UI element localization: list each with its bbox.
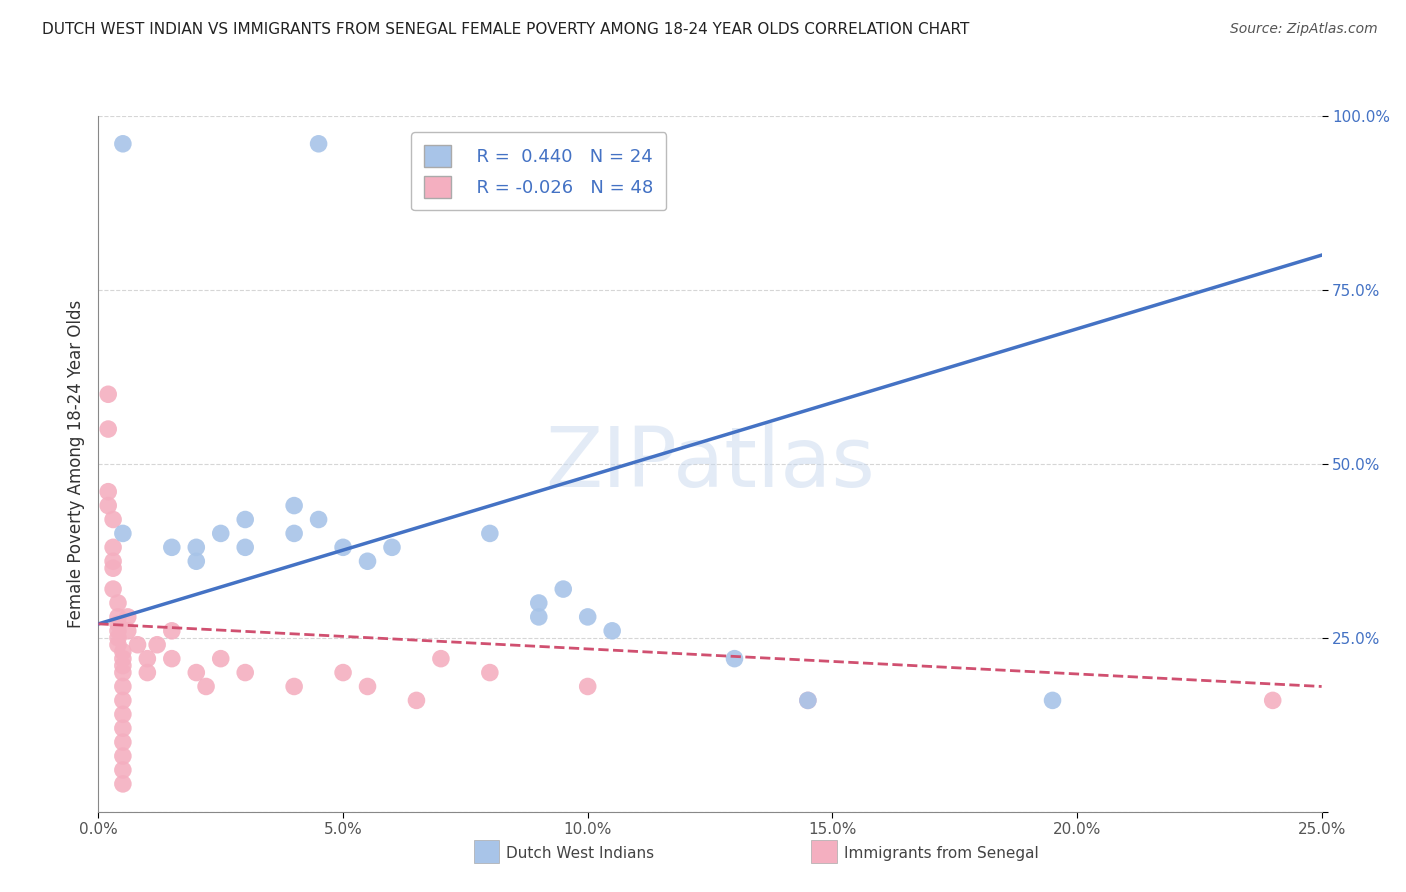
Point xyxy=(97,499,120,513)
Point xyxy=(430,651,453,665)
Point xyxy=(478,665,501,680)
Point xyxy=(283,680,305,694)
Point xyxy=(111,707,134,722)
Point xyxy=(576,680,599,694)
Point xyxy=(107,631,129,645)
Point xyxy=(107,596,129,610)
Point xyxy=(127,638,149,652)
Point xyxy=(160,541,183,555)
Point xyxy=(111,680,134,694)
Point xyxy=(117,610,139,624)
Point xyxy=(111,526,134,541)
Point xyxy=(186,554,208,568)
Point xyxy=(111,749,134,764)
Text: ZIPatlas: ZIPatlas xyxy=(546,424,875,504)
Point xyxy=(356,554,378,568)
Point xyxy=(101,561,124,575)
Point xyxy=(797,693,820,707)
Point xyxy=(97,422,120,436)
Point xyxy=(527,596,550,610)
Point xyxy=(527,610,550,624)
Text: DUTCH WEST INDIAN VS IMMIGRANTS FROM SENEGAL FEMALE POVERTY AMONG 18-24 YEAR OLD: DUTCH WEST INDIAN VS IMMIGRANTS FROM SEN… xyxy=(42,22,970,37)
Point xyxy=(136,651,159,665)
Point xyxy=(101,582,124,596)
Point xyxy=(186,541,208,555)
Point xyxy=(332,665,354,680)
Point xyxy=(195,680,218,694)
Point xyxy=(111,763,134,777)
Legend:   R =  0.440   N = 24,   R = -0.026   N = 48: R = 0.440 N = 24, R = -0.026 N = 48 xyxy=(411,132,666,211)
Text: Immigrants from Senegal: Immigrants from Senegal xyxy=(844,847,1039,861)
Point xyxy=(117,624,139,638)
Point xyxy=(600,624,623,638)
Point xyxy=(107,638,129,652)
Point xyxy=(146,638,169,652)
Point xyxy=(478,526,501,541)
Point xyxy=(209,651,232,665)
Point xyxy=(332,541,354,555)
Point xyxy=(136,665,159,680)
Point xyxy=(283,526,305,541)
Point xyxy=(111,777,134,791)
Point xyxy=(356,680,378,694)
Point xyxy=(111,651,134,665)
Point xyxy=(97,484,120,499)
Point xyxy=(233,541,256,555)
Point xyxy=(111,721,134,735)
Point xyxy=(405,693,427,707)
Point xyxy=(233,665,256,680)
Point xyxy=(1042,693,1064,707)
Point xyxy=(107,616,129,631)
Point xyxy=(233,512,256,526)
Point xyxy=(209,526,232,541)
Point xyxy=(723,651,745,665)
Point xyxy=(107,610,129,624)
Point xyxy=(160,651,183,665)
Point xyxy=(101,541,124,555)
Point xyxy=(111,658,134,673)
Point xyxy=(97,387,120,401)
Point xyxy=(381,541,404,555)
Point xyxy=(111,735,134,749)
Point xyxy=(1261,693,1284,707)
Point xyxy=(553,582,575,596)
Point xyxy=(160,624,183,638)
Y-axis label: Female Poverty Among 18-24 Year Olds: Female Poverty Among 18-24 Year Olds xyxy=(66,300,84,628)
Point xyxy=(111,136,134,151)
Point xyxy=(101,512,124,526)
Point xyxy=(283,499,305,513)
Text: Dutch West Indians: Dutch West Indians xyxy=(506,847,654,861)
Point xyxy=(576,610,599,624)
Point xyxy=(107,624,129,638)
Point xyxy=(111,693,134,707)
Text: Source: ZipAtlas.com: Source: ZipAtlas.com xyxy=(1230,22,1378,37)
Point xyxy=(186,665,208,680)
Point xyxy=(308,136,330,151)
Point xyxy=(101,554,124,568)
Point xyxy=(111,645,134,659)
Point xyxy=(797,693,820,707)
Point xyxy=(308,512,330,526)
Point xyxy=(111,665,134,680)
